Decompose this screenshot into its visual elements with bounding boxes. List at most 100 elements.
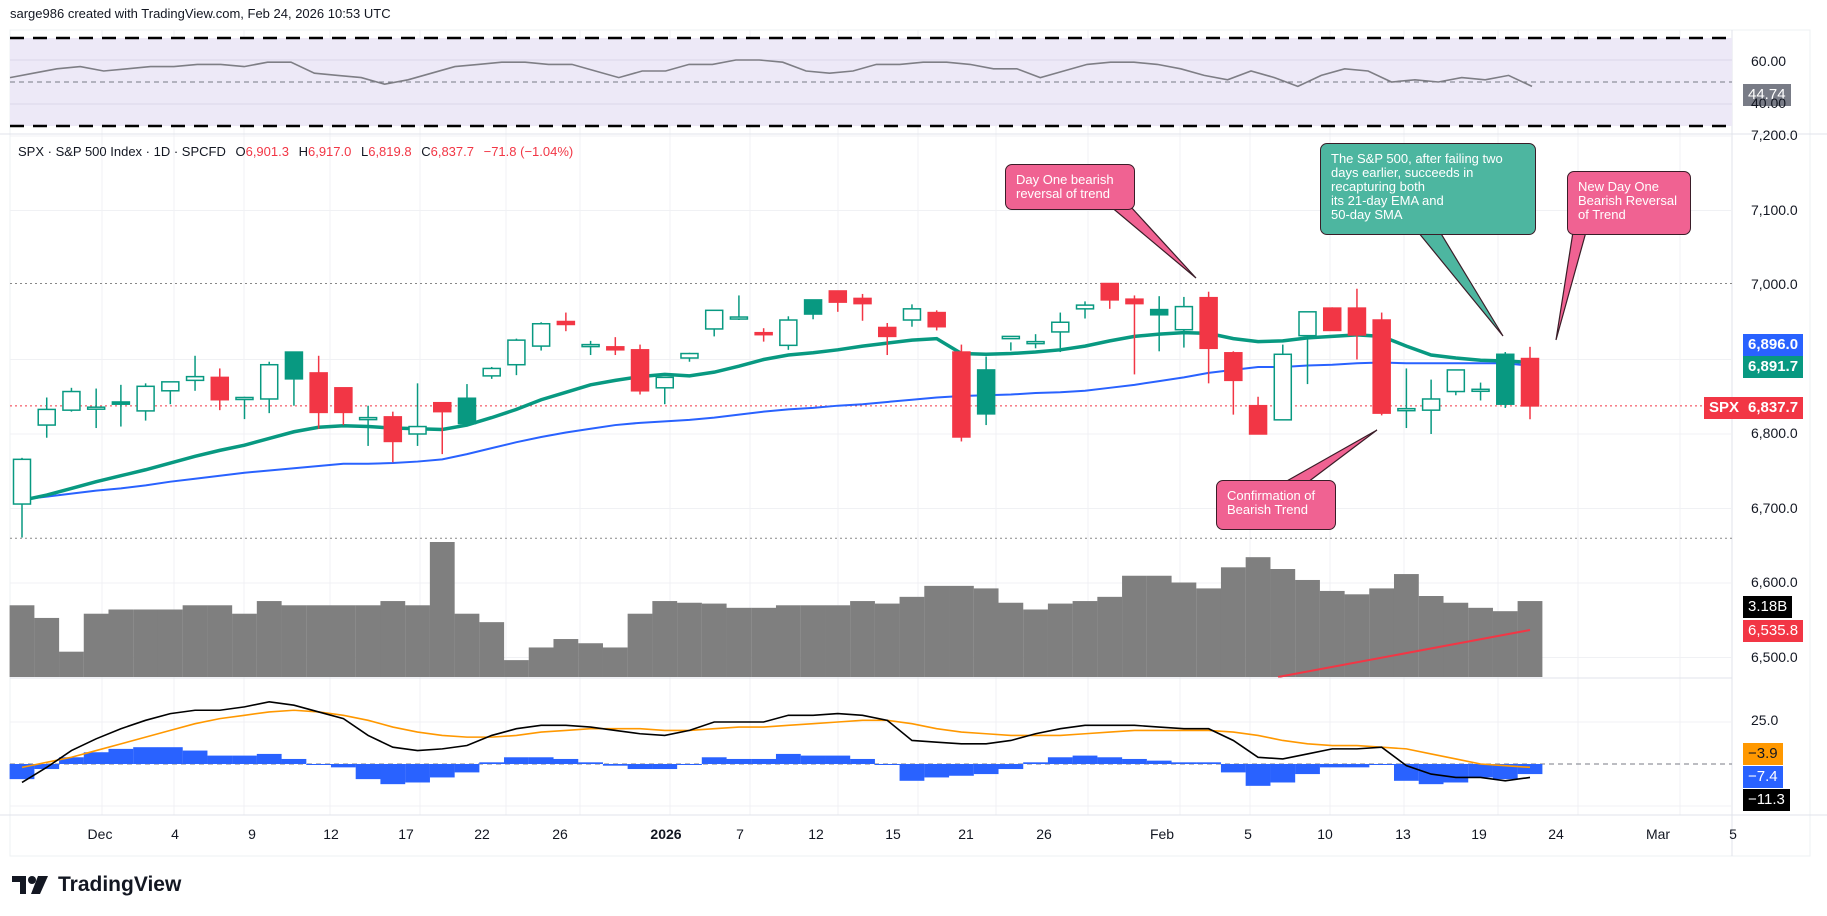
candle-body: [1372, 319, 1391, 414]
volume-bar: [553, 639, 579, 677]
candle: [37, 397, 56, 438]
symbol-title[interactable]: SPX · S&P 500 Index · 1D · SPCFD: [18, 144, 226, 159]
histogram-bar: [232, 755, 257, 764]
candle-body: [630, 349, 650, 392]
candle: [161, 381, 180, 405]
callout-recapture[interactable]: The S&P 500, after failing two days earl…: [1320, 143, 1536, 235]
callout-confirmation[interactable]: Confirmation of Bearish Trend: [1216, 480, 1336, 530]
callout-line: New Day One: [1578, 179, 1659, 194]
candle-body: [1273, 353, 1293, 421]
macd-value-tag: −11.3: [1743, 789, 1790, 811]
volume-bar: [1171, 582, 1197, 677]
histogram-bar: [850, 758, 875, 764]
candle-body: [828, 290, 848, 303]
candle-body: [680, 352, 699, 359]
histogram-bar: [874, 764, 900, 765]
candle-body: [62, 390, 81, 411]
volume-bar: [1418, 596, 1444, 677]
histogram-bar: [652, 764, 678, 770]
candle: [1397, 368, 1416, 429]
candle-body: [37, 408, 56, 426]
volume-bar: [380, 601, 406, 677]
candle-body: [12, 458, 32, 505]
candle: [1446, 369, 1466, 396]
candle-body: [235, 396, 254, 401]
time-tick-label: Feb: [1149, 826, 1175, 842]
histogram-bar: [281, 758, 307, 764]
rsi-band: [10, 38, 1732, 126]
candle: [828, 290, 848, 312]
time-tick-label: 13: [1395, 826, 1411, 842]
candle: [185, 355, 205, 391]
candle-body: [1199, 296, 1218, 350]
volume-bar: [751, 607, 777, 677]
histogram-bar: [182, 750, 208, 764]
candle: [704, 309, 724, 337]
histogram-bar: [775, 753, 801, 764]
tradingview-wordmark: TradingView: [58, 873, 182, 896]
histogram-bar: [330, 764, 356, 768]
histogram-bar: [1171, 762, 1197, 764]
volume-bar: [330, 605, 356, 677]
time-tick-label: 10: [1317, 826, 1333, 842]
candle: [1273, 344, 1293, 421]
candle-body: [779, 319, 798, 347]
histogram-bar: [59, 757, 84, 764]
tradingview-logo[interactable]: TradingView: [12, 873, 181, 897]
candle-body: [1174, 305, 1194, 331]
histogram-bar: [207, 755, 233, 764]
volume-bar: [701, 603, 727, 677]
candle-body: [902, 308, 922, 321]
candle: [235, 396, 254, 420]
histogram-bar: [157, 747, 183, 764]
histogram-bar: [1270, 764, 1296, 783]
histogram-bar: [1344, 764, 1370, 768]
candle-body: [976, 369, 996, 415]
candle-body: [853, 297, 872, 305]
candle-body: [927, 311, 946, 328]
rsi-tick-label: 40.00: [1751, 95, 1787, 111]
callout-new-day-one[interactable]: New Day One Bearish Reversal of Trend: [1567, 171, 1691, 235]
volume-bar: [1393, 574, 1419, 677]
histogram-bar: [899, 764, 925, 781]
candle-body: [408, 425, 427, 435]
histogram-bar: [256, 753, 282, 764]
histogram-bar: [800, 755, 826, 764]
volume-bar: [1047, 603, 1073, 677]
price-tick-label: 6,600.0: [1751, 574, 1798, 590]
candle-body: [185, 375, 205, 382]
histogram-bar: [1245, 764, 1271, 786]
histogram-bar: [578, 762, 603, 764]
callout-day-one-bearish[interactable]: Day One bearish reversal of trend: [1005, 164, 1135, 210]
histogram-bar: [1072, 755, 1098, 764]
time-tick-label: 7: [736, 826, 744, 842]
histogram-bar: [83, 752, 109, 764]
callout-line: Day One bearish: [1016, 172, 1114, 187]
histogram-bar: [825, 755, 851, 764]
symbol-legend: SPX · S&P 500 Index · 1D · SPCFD O6,901.…: [18, 144, 573, 159]
histogram-bar: [726, 758, 752, 764]
macd-tick-label: 25.0: [1751, 712, 1779, 728]
volume-bar: [1196, 588, 1222, 677]
callout-line: The S&P 500, after failing two: [1331, 151, 1503, 166]
time-tick-label: 26: [1036, 826, 1052, 842]
histogram-bar: [1097, 757, 1123, 764]
price-tick-label: 7,100.0: [1751, 201, 1798, 218]
volume-bar: [998, 602, 1024, 677]
candle-body: [1322, 307, 1342, 332]
candle-body: [1125, 298, 1144, 305]
volume-bar: [825, 605, 851, 677]
ema21-value-tag: 6,891.7: [1743, 356, 1804, 378]
candle-body: [704, 309, 724, 330]
macd-line: [21, 701, 1531, 784]
candle-body: [729, 316, 749, 320]
callout-line: 50-day SMA: [1331, 207, 1403, 222]
low-value: 6,819.8: [368, 144, 412, 159]
time-tick-label: Mar: [1645, 826, 1671, 842]
signal-value-tag: −3.9: [1743, 743, 1783, 765]
time-tick-label: 22: [474, 826, 490, 842]
callout-line: Confirmation of: [1227, 488, 1316, 503]
volume-bar: [1023, 609, 1048, 677]
candle: [433, 401, 452, 455]
